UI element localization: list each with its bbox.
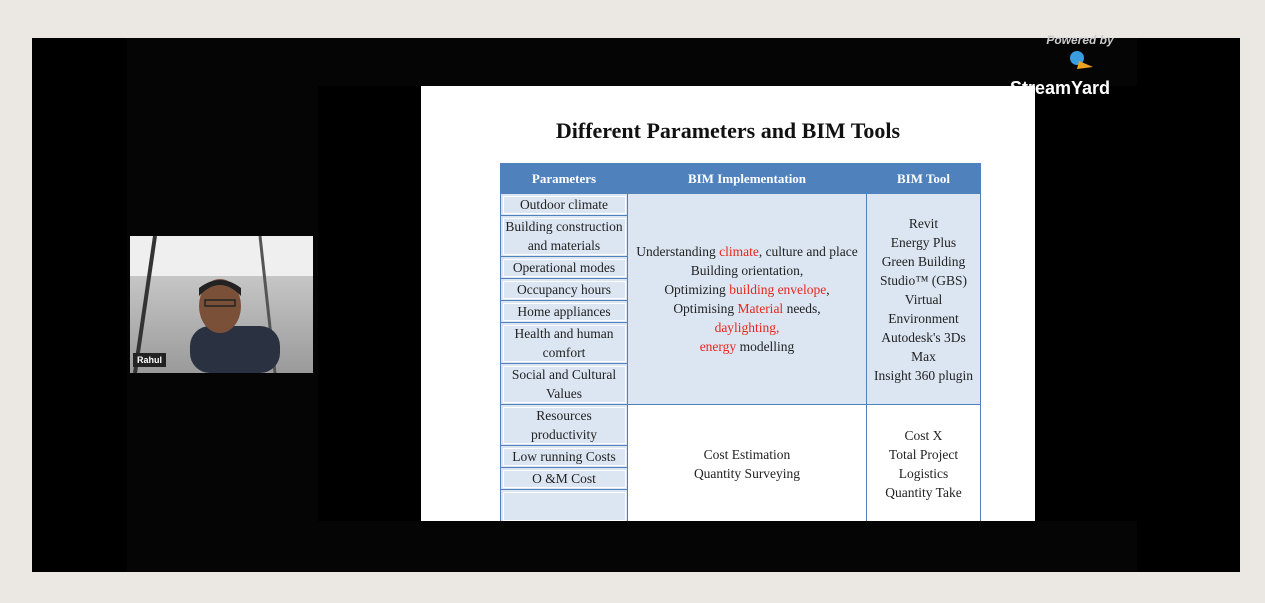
slide-title: Different Parameters and BIM Tools — [555, 118, 901, 143]
slide: Different Parameters and BIM Tools Param… — [421, 86, 1035, 521]
participant-camera: Rahul — [130, 236, 313, 373]
tool-name: Green Building Studio™ (GBS) — [879, 253, 968, 288]
participant-name: Rahul — [133, 353, 167, 367]
implementation-text: Optimizing — [664, 282, 730, 297]
table-row: Home appliances — [500, 300, 981, 323]
implementation-cell: Understanding climate, culture and place… — [627, 193, 867, 405]
tool-name: Virtual Environment — [888, 291, 959, 326]
implementation-text: Understanding — [636, 244, 720, 259]
implementation-line: Understanding climate, culture and place — [630, 242, 864, 261]
tool-name: Insight 360 plugin — [873, 367, 973, 383]
implementation-text: building envelope — [729, 282, 827, 297]
parameter-cell: O &M Cost — [500, 467, 628, 490]
table-row: O &M Cost — [500, 467, 981, 490]
implementation-text: , — [826, 282, 830, 297]
implementation-line: daylighting, — [630, 318, 864, 337]
implementation-text: daylighting, — [714, 320, 780, 335]
parameter-cell — [500, 489, 628, 521]
parameter-cell: Building construction and materials — [500, 215, 628, 257]
parameter-cell: Operational modes — [500, 256, 628, 279]
column-header: BIM Tool — [866, 163, 981, 194]
table-row: Health and human comfort — [500, 322, 981, 364]
tool-name: Cost X — [904, 427, 943, 443]
implementation-text: energy — [699, 339, 737, 354]
implementation-text: needs, — [783, 301, 821, 316]
implementation-text: climate — [719, 244, 759, 259]
column-header: Parameters — [500, 163, 628, 194]
column-header: BIM Implementation — [627, 163, 867, 194]
tool-name: Quantity Take — [885, 484, 962, 500]
table-body: Outdoor climate Understanding climate, cu… — [500, 193, 981, 521]
parameter-cell: Low running Costs — [500, 445, 628, 468]
implementation-line: energy modelling — [630, 337, 864, 356]
tool-name: Revit — [908, 215, 939, 231]
tool-name: Autodesk's 3Ds Max — [881, 329, 966, 364]
table-row — [500, 489, 981, 521]
implementation-line: Optimising Material needs, — [630, 299, 864, 318]
table-row: Resources productivity Cost Estimation Qua… — [500, 404, 981, 521]
implementation-text: , culture and place — [758, 244, 858, 259]
tool-name: Energy Plus — [890, 234, 957, 250]
parameter-cell: Social and Cultural Values — [500, 363, 628, 405]
table-row: Outdoor climate Understanding climate, cu… — [500, 193, 981, 405]
parameter-table: Parameters BIM Implementation BIM Tool Out… — [500, 163, 981, 521]
parameter-cell: Occupancy hours — [500, 278, 628, 301]
implementation-text: modelling — [736, 339, 795, 354]
tool-name: Total Project Logistics — [888, 446, 959, 481]
table-row: Social and Cultural Values — [500, 363, 981, 405]
implementation-text: Material — [737, 301, 784, 316]
implementation-cell: Cost Estimation Quantity Surveying — [627, 404, 867, 521]
parameter-cell: Home appliances — [500, 300, 628, 323]
table-row: Occupancy hours — [500, 278, 981, 301]
implementation-text: Optimising — [673, 301, 738, 316]
powered-by: Powered by — [1046, 33, 1114, 47]
implementation-text: Quantity Surveying — [693, 465, 801, 481]
parameter-cell: Outdoor climate — [500, 193, 628, 216]
header-row: Parameters BIM Implementation BIM Tool — [500, 163, 981, 194]
parameter-cell: Resources productivity — [500, 404, 628, 446]
implementation-line: Quantity Surveying — [630, 464, 864, 483]
implementation-text: Building orientation, — [690, 263, 804, 278]
brand-logo — [1070, 51, 1093, 69]
table-row: Low running Costs — [500, 445, 981, 468]
table-row: Operational modes — [500, 256, 981, 279]
implementation-text: Cost Estimation — [703, 446, 791, 462]
tool-cell: Cost X Total Project Logistics Quantity Ta… — [866, 404, 981, 521]
tool-cell: Revit Energy Plus Green Building Studio™ (… — [866, 193, 981, 405]
implementation-line: Optimizing building envelope, — [630, 280, 864, 299]
table-row: Building construction and materials — [500, 215, 981, 257]
brand-badge: Powered by StreamYard — [1010, 33, 1135, 99]
implementation-line: Building orientation, — [630, 261, 864, 280]
implementation-line: Cost Estimation — [630, 445, 864, 464]
camera-image — [130, 236, 313, 373]
parameter-cell: Health and human comfort — [500, 322, 628, 364]
